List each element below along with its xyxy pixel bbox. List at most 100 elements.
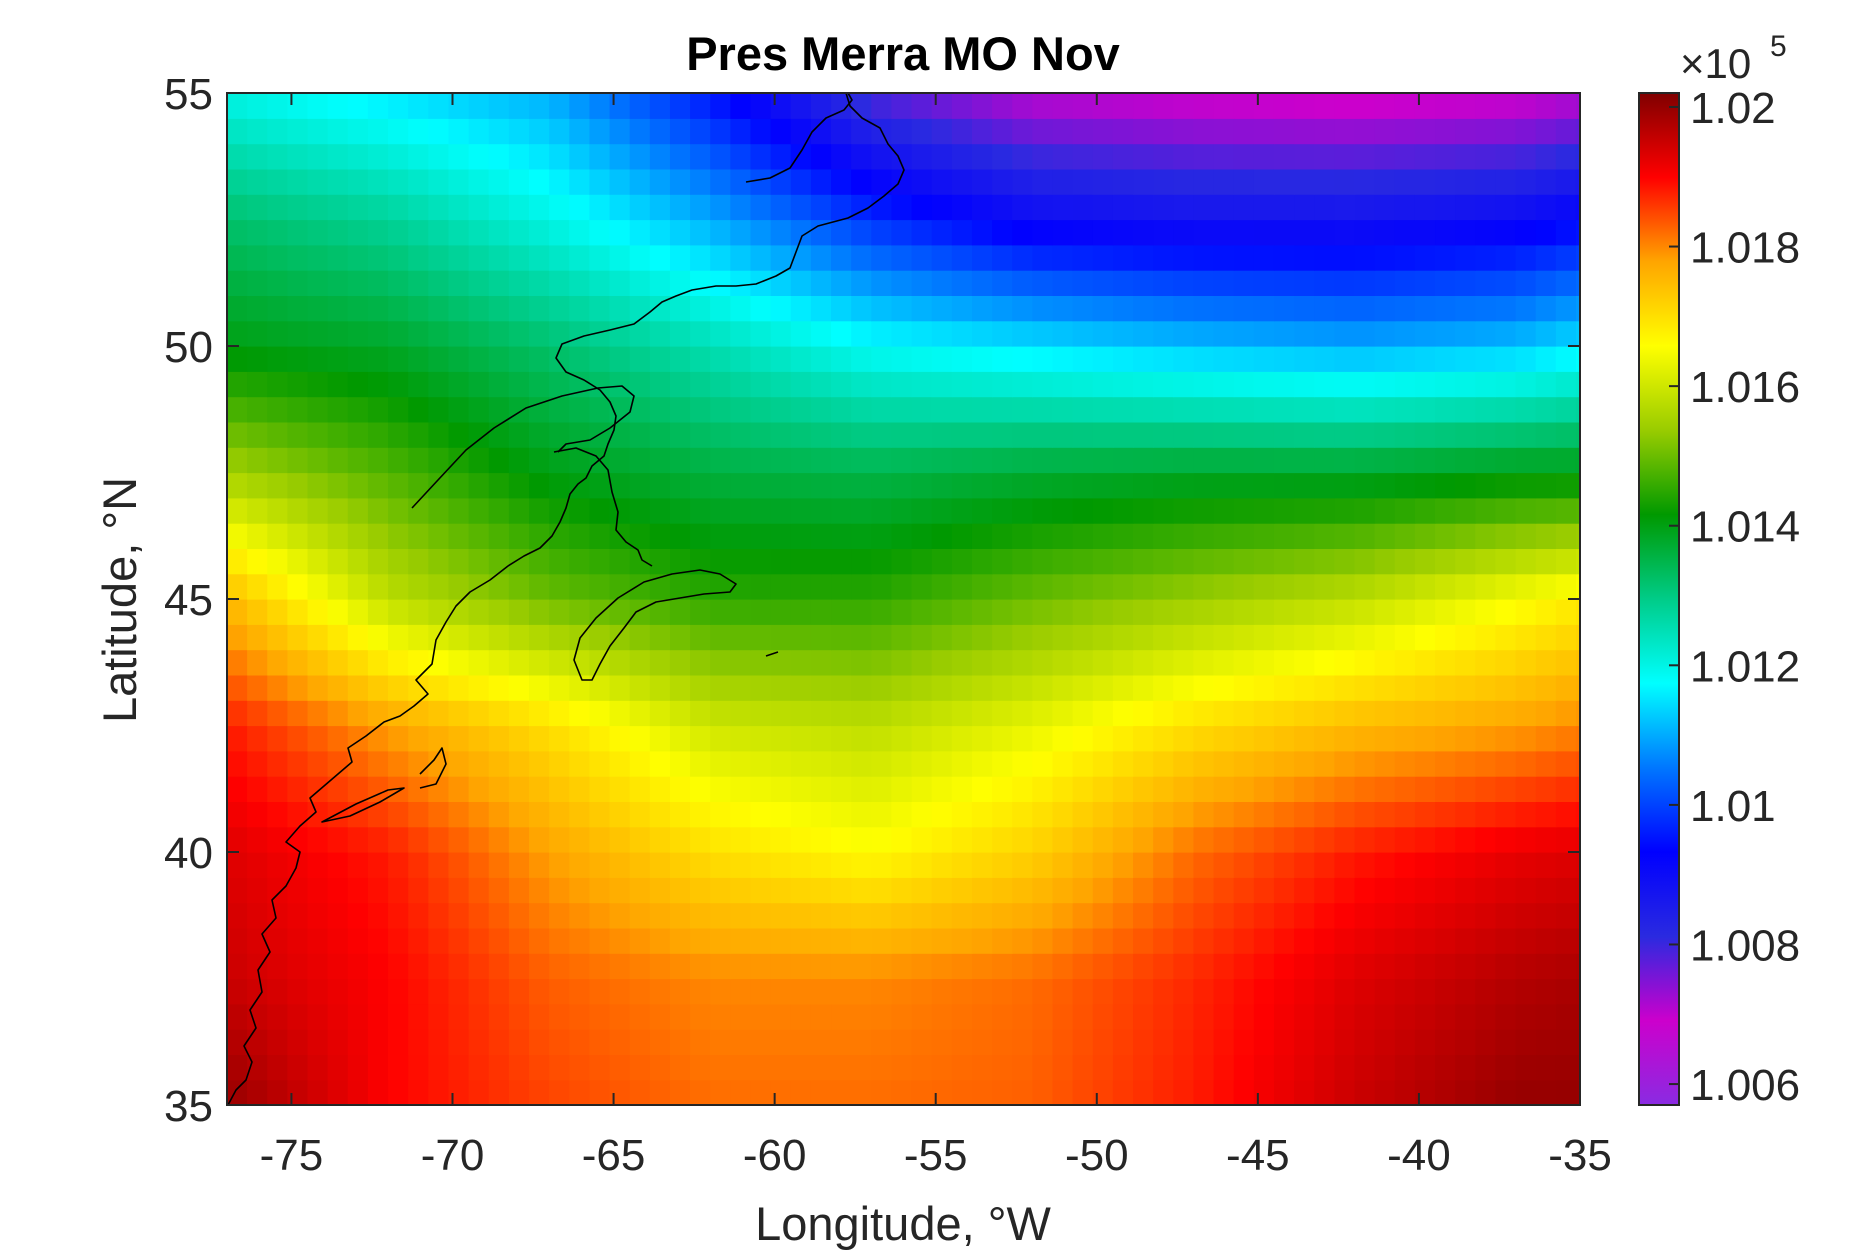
heatmap-cell (1092, 244, 1114, 271)
heatmap-cell (669, 93, 691, 119)
heatmap-cell (931, 396, 953, 423)
heatmap-cell (1475, 497, 1497, 524)
heatmap-cell (1153, 320, 1174, 347)
heatmap-cell (1435, 320, 1456, 347)
heatmap-cell (267, 927, 288, 954)
heatmap-cell (388, 978, 409, 1005)
heatmap-cell (529, 219, 550, 246)
heatmap-cell (508, 1054, 530, 1081)
heatmap-cell (1475, 320, 1497, 347)
heatmap-cell (1374, 244, 1396, 271)
heatmap-cell (669, 447, 691, 474)
heatmap-cell (549, 624, 570, 651)
y-axis-label: Latitude, °N (93, 477, 146, 723)
heatmap-cell (1495, 346, 1517, 372)
heatmap-cell (810, 421, 832, 448)
heatmap-cell (488, 244, 510, 271)
heatmap-cell (1314, 801, 1335, 828)
heatmap-cell (1435, 953, 1456, 980)
heatmap-cell (1153, 472, 1174, 499)
heatmap-cell (951, 421, 973, 448)
heatmap-cell (1414, 472, 1436, 499)
heatmap-cell (227, 1003, 248, 1030)
heatmap-cell (992, 700, 1013, 727)
heatmap-cell (871, 346, 893, 372)
heatmap-cell (1193, 852, 1215, 878)
heatmap-cell (227, 1029, 248, 1055)
heatmap-cell (1012, 1029, 1033, 1055)
heatmap-cell (1032, 1079, 1054, 1105)
heatmap-cell (1535, 421, 1557, 448)
heatmap-cell (871, 270, 893, 296)
heatmap-cell (1153, 244, 1174, 271)
heatmap-cell (1052, 194, 1074, 221)
heatmap-cell (1253, 953, 1275, 980)
heatmap-cell (1314, 649, 1335, 676)
heatmap-cell (1354, 573, 1376, 600)
heatmap-cell (690, 371, 711, 398)
heatmap-cell (690, 194, 711, 221)
heatmap-cell (629, 548, 651, 575)
heatmap-cell (508, 270, 530, 296)
heatmap-cell (669, 877, 691, 904)
heatmap-cell (1555, 244, 1577, 271)
heatmap-cell (871, 219, 893, 246)
heatmap-cell (267, 143, 288, 170)
heatmap-cell (388, 1029, 409, 1055)
heatmap-cell (1052, 725, 1074, 752)
heatmap-cell (307, 497, 329, 524)
heatmap-cell (911, 750, 933, 777)
heatmap-cell (1112, 523, 1134, 549)
heatmap-cell (1052, 168, 1074, 195)
heatmap-cell (1435, 396, 1456, 423)
heatmap-cell (1294, 472, 1315, 499)
heatmap-cell (468, 143, 490, 170)
heatmap-cell (1294, 750, 1315, 777)
heatmap-cell (347, 1054, 369, 1081)
heatmap-cell (227, 725, 248, 752)
heatmap-cell (1555, 826, 1577, 853)
heatmap-cell (1575, 93, 1580, 119)
heatmap-cell (1515, 649, 1537, 676)
heatmap-cell (992, 826, 1013, 853)
heatmap-cell (1394, 852, 1416, 878)
heatmap-cell (1475, 548, 1497, 575)
heatmap-cell (428, 421, 450, 448)
heatmap-cell (1153, 346, 1174, 372)
heatmap-cell (1334, 725, 1356, 752)
heatmap-cell (468, 1029, 490, 1055)
heatmap-cell (810, 548, 832, 575)
heatmap-cell (992, 1079, 1013, 1105)
heatmap-cell (1072, 826, 1094, 853)
heatmap-cell (448, 143, 470, 170)
heatmap-cell (730, 725, 752, 752)
heatmap-cell (831, 953, 852, 980)
heatmap-cell (1354, 497, 1376, 524)
heatmap-cell (649, 118, 671, 145)
heatmap-cell (891, 1079, 913, 1105)
heatmap-cell (287, 93, 309, 119)
heatmap-cell (851, 801, 872, 828)
heatmap-cell (287, 421, 309, 448)
heatmap-cell (247, 902, 268, 929)
heatmap-cell (1475, 143, 1497, 170)
heatmap-cell (1233, 801, 1255, 828)
heatmap-cell (1173, 953, 1195, 980)
heatmap-cell (388, 649, 409, 676)
heatmap-cell (1153, 725, 1174, 752)
heatmap-cell (1515, 953, 1537, 980)
heatmap-cell (1394, 346, 1416, 372)
heatmap-cell (529, 978, 550, 1005)
heatmap-cell (367, 143, 389, 170)
heatmap-cell (448, 396, 470, 423)
heatmap-cell (1092, 421, 1114, 448)
heatmap-cell (1173, 902, 1195, 929)
heatmap-cell (690, 295, 711, 322)
heatmap-cell (549, 750, 570, 777)
heatmap-cell (871, 776, 893, 802)
heatmap-cell (1555, 649, 1577, 676)
heatmap-cell (428, 573, 450, 600)
heatmap-cell (428, 472, 450, 499)
heatmap-cell (1213, 624, 1235, 651)
